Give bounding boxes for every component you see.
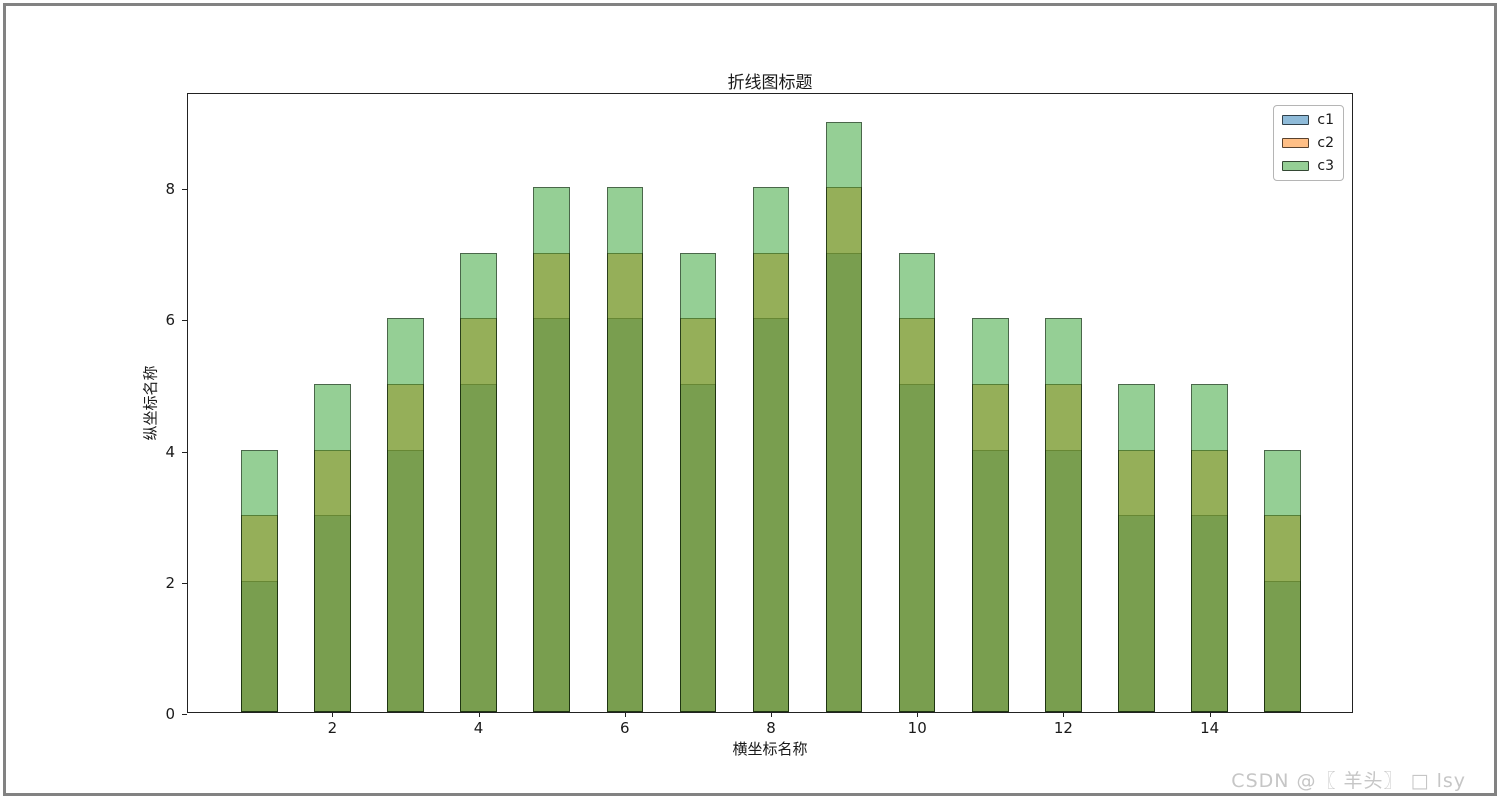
bar-c3-x1 (241, 449, 278, 712)
bar-c3-x3 (387, 318, 424, 712)
legend-item-c2: c2 (1282, 136, 1334, 150)
bar-c3-x8 (752, 187, 790, 712)
bar-c3-x10 (898, 252, 936, 712)
x-tick-label: 2 (327, 719, 338, 737)
bar-c3-x4 (460, 252, 497, 712)
bar-c3-x13 (1118, 383, 1155, 712)
x-tick-mark (1063, 712, 1065, 717)
x-tick-mark (624, 712, 626, 717)
y-tick-mark (182, 714, 187, 715)
chart-title: 折线图标题 (727, 73, 813, 93)
legend-swatch-c3 (1282, 161, 1310, 171)
bar-c3-x15 (1264, 449, 1301, 712)
x-tick-mark (917, 712, 919, 717)
legend-swatch-c2 (1282, 138, 1310, 148)
x-tick-label: 4 (473, 719, 484, 737)
y-axis-label-text: 纵坐标名称 (141, 365, 160, 441)
y-tick-label: 4 (165, 442, 175, 461)
bar-c3-x6 (606, 187, 644, 712)
x-tick-mark (1209, 712, 1211, 717)
bar-c3-x2 (314, 383, 351, 712)
legend-item-c1: c1 (1282, 113, 1334, 127)
y-tick-label: 6 (165, 311, 175, 330)
y-tick-label: 8 (165, 180, 175, 199)
chart-legend: c1 c2 c3 (1273, 105, 1344, 181)
legend-label: c3 (1317, 158, 1334, 174)
csdn-watermark: CSDN @〖 羊头〗 □ lsy (1231, 770, 1466, 792)
legend-label: c1 (1317, 112, 1334, 128)
bar-c3-x9 (825, 121, 863, 712)
x-tick-label: 8 (766, 719, 776, 737)
bar-c3-x11 (972, 318, 1009, 712)
x-axis-label: 横坐标名称 (732, 740, 808, 758)
bar-c3-x14 (1191, 383, 1228, 712)
y-tick-label: 2 (165, 573, 175, 592)
y-tick-mark (182, 451, 187, 453)
legend-swatch-c1 (1282, 115, 1310, 125)
legend-label: c2 (1317, 135, 1334, 151)
bar-c3-x12 (1045, 318, 1082, 712)
x-tick-mark (771, 712, 772, 717)
x-tick-label: 12 (1053, 719, 1073, 737)
x-tick-label: 10 (907, 719, 927, 737)
plot-area: c1 c2 c3 2 4 6 8 10 12 14 0 2 4 6 8 (165, 93, 1353, 737)
legend-item-c3: c3 (1282, 159, 1334, 173)
x-tick-label: 6 (620, 719, 630, 737)
x-tick-mark (478, 712, 480, 717)
bar-c3-x5 (533, 187, 570, 712)
x-tick-mark (332, 712, 334, 717)
x-tick-label: 14 (1200, 719, 1220, 737)
y-tick-mark (182, 582, 187, 584)
y-tick-mark (182, 189, 187, 191)
bar-c3-x7 (679, 252, 717, 712)
y-tick-label: 0 (165, 705, 175, 723)
y-tick-mark (182, 320, 187, 322)
